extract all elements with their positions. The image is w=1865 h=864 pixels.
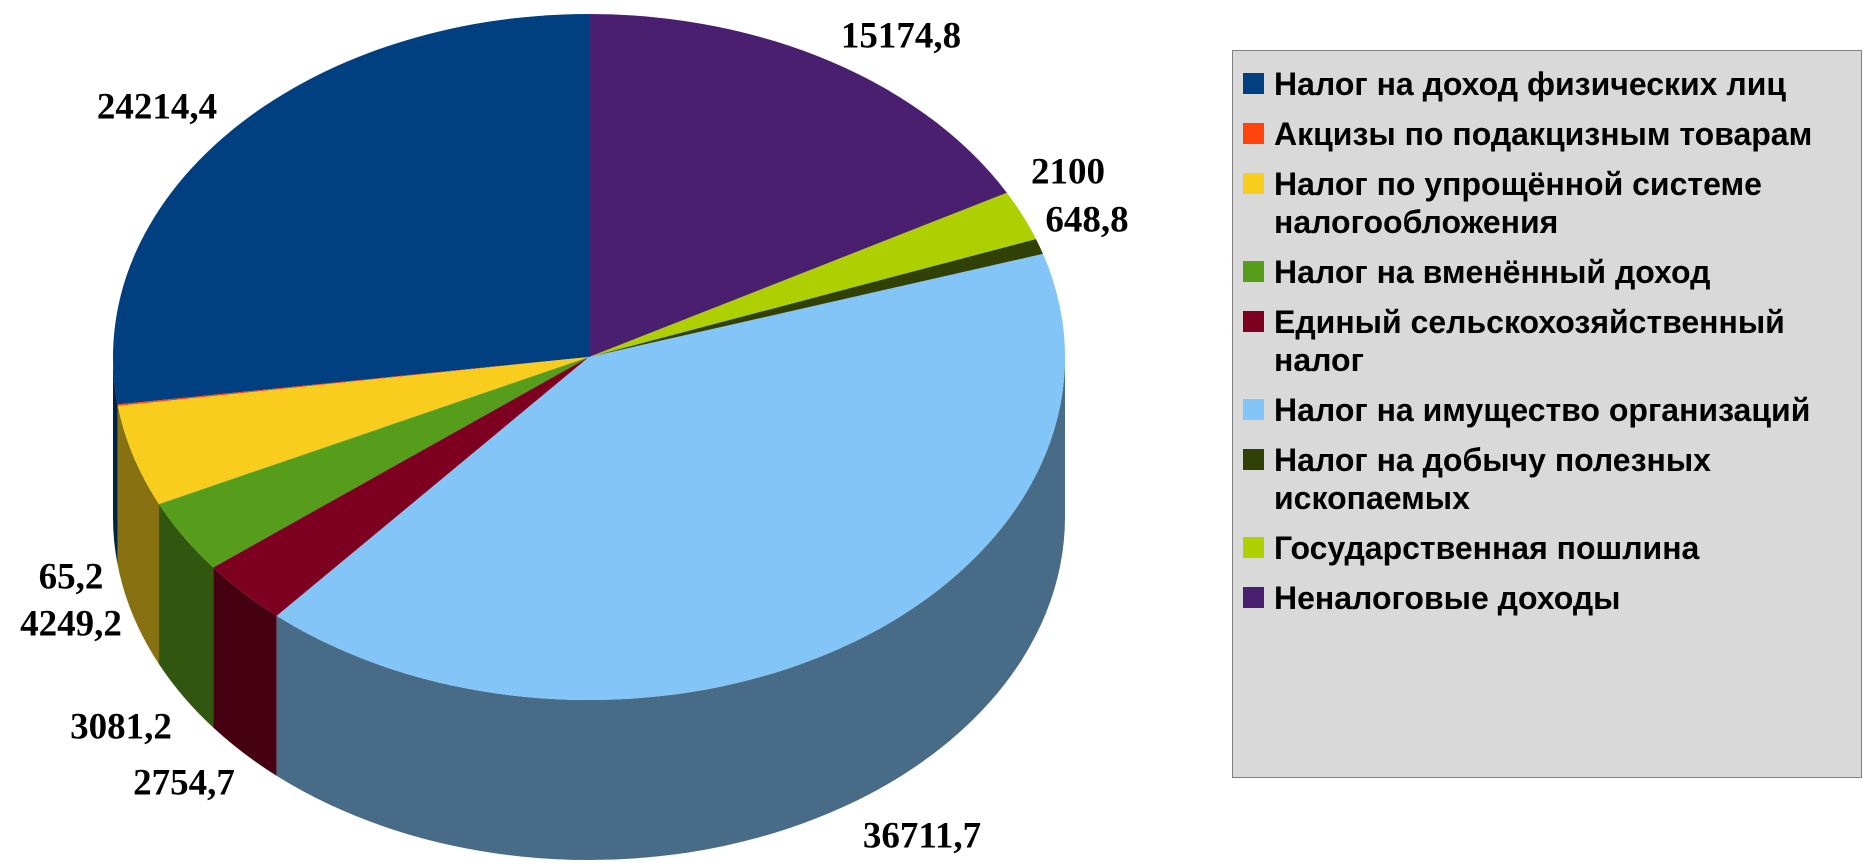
legend-item: Налог на вменённый доход (1243, 253, 1861, 291)
data-label: 2754,7 (133, 762, 235, 803)
data-label: 2100 (1031, 151, 1105, 192)
legend-swatch (1243, 587, 1264, 608)
legend-label: Государственная пошлина (1274, 530, 1700, 566)
data-label: 648,8 (1045, 199, 1128, 240)
legend-swatch (1243, 399, 1264, 420)
legend-swatch (1243, 449, 1264, 470)
pie-slice-side (117, 405, 160, 665)
legend-label: Налог по упрощённой системе налогообложе… (1274, 166, 1762, 240)
legend-swatch (1243, 173, 1264, 194)
pie-slice (117, 357, 590, 406)
data-label: 36711,7 (863, 815, 981, 856)
pie-slice (589, 238, 1043, 357)
data-label: 3081,2 (70, 706, 172, 747)
pie-slices (112, 14, 1066, 701)
pie-slice-side (276, 357, 1066, 860)
legend-item: Налог на имущество организаций (1243, 391, 1861, 429)
pie-slice (589, 14, 1007, 357)
legend-item: Налог на добычу полезных ископаемых (1243, 441, 1861, 517)
legend-label: Налог на добычу полезных ископаемых (1274, 442, 1711, 516)
legend-label: Единый сельскохозяйственный налог (1274, 304, 1785, 378)
legend-item: Государственная пошлина (1243, 529, 1861, 567)
pie-slice (213, 357, 589, 616)
data-label: 24214,4 (97, 86, 217, 127)
pie-slice (112, 14, 589, 405)
legend-item: Налог на доход физических лиц (1243, 65, 1861, 103)
data-label: 15174,8 (841, 15, 961, 56)
legend-swatch (1243, 311, 1264, 332)
legend-item: Неналоговые доходы (1243, 579, 1861, 617)
legend-item: Налог по упрощённой системе налогообложе… (1243, 165, 1861, 241)
data-label: 65,2 (39, 556, 104, 597)
legend-item: Акцизы по подакцизным товарам (1243, 115, 1861, 153)
legend-label: Акцизы по подакцизным товарам (1274, 116, 1813, 152)
legend-item: Единый сельскохозяйственный налог (1243, 303, 1861, 379)
legend-label: Налог на доход физических лиц (1274, 66, 1787, 102)
legend-swatch (1243, 261, 1264, 282)
pie-slice-side (159, 504, 214, 728)
legend-swatch (1243, 123, 1264, 144)
pie-slice (276, 253, 1066, 701)
legend-swatch (1243, 537, 1264, 558)
data-label: 4249,2 (20, 603, 122, 644)
pie-slice (589, 192, 1036, 357)
pie-slice (117, 357, 589, 505)
legend-swatch (1243, 73, 1264, 94)
legend-label: Налог на имущество организаций (1274, 392, 1811, 428)
legend-label: Неналоговые доходы (1274, 580, 1621, 616)
legend-label: Налог на вменённый доход (1274, 254, 1711, 290)
pie-slice-side (213, 567, 277, 776)
pie-walls (113, 357, 1066, 860)
pie-slice-side (113, 357, 118, 565)
pie-slice (159, 357, 589, 568)
legend: Налог на доход физических лиц Акцизы по п… (1232, 50, 1862, 778)
